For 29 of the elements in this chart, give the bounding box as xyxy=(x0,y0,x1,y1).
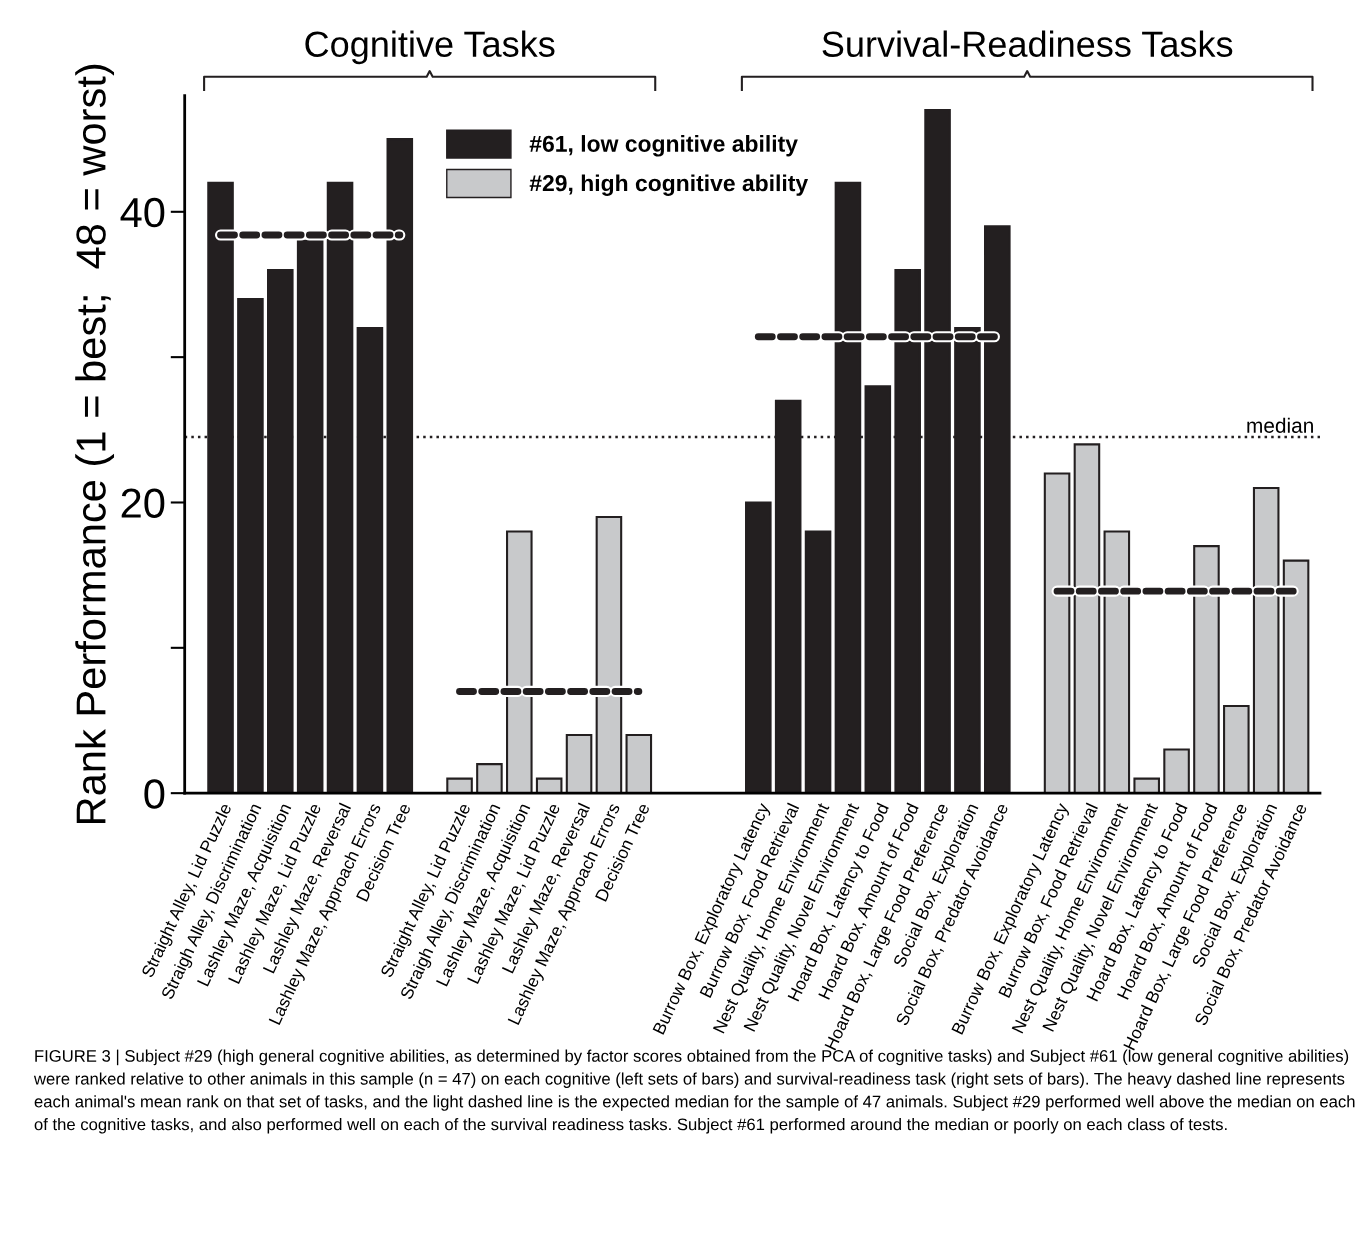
bar xyxy=(1103,530,1131,794)
bar xyxy=(476,763,503,794)
bar xyxy=(1282,559,1310,794)
legend-label: #29, high cognitive ability xyxy=(529,174,809,196)
text: Cognitive Tasks xyxy=(305,30,555,65)
ref-line-label: median xyxy=(1247,417,1313,433)
bar xyxy=(1193,545,1220,794)
caption: FIGURE 3 | Subject #29 (high general cognitive abilities, as determined by factor scores obtained from the PCA of cognitive tasks) and Subject #61 (low general cognitive abilities) were ranked relative to other animals in this sample (n = 47) on each cognitive (left sets of bars) and survival-readiness task (right sets of bars). The heavy dashed line represents each animal's mean rank on that set of tasks, and the light dashed line is the expected median for the sample of 47 animals. Subject #29 performed well above the median on each of the cognitive tasks, and also performed well on each of the survival readiness tasks. Subject #61 performed around the median or poorly on each class of tests. xyxy=(33,1049,1355,1134)
bar xyxy=(984,225,1011,794)
bar xyxy=(1252,486,1280,794)
bar xyxy=(565,733,593,794)
bar xyxy=(804,530,832,794)
bar xyxy=(1073,443,1101,794)
y-tick-label: 0 xyxy=(144,779,165,809)
bar xyxy=(1223,704,1250,794)
bar xyxy=(625,733,653,794)
bar xyxy=(1133,777,1160,794)
bar xyxy=(446,777,473,794)
bar xyxy=(745,501,772,794)
y-tick-label: 20 xyxy=(121,488,165,518)
bar xyxy=(864,385,892,794)
bar xyxy=(595,515,623,794)
text: Survival-Readiness Tasks xyxy=(822,30,1233,57)
legend-label: #61, low cognitive ability xyxy=(529,135,798,157)
bar xyxy=(1163,748,1190,794)
bar xyxy=(1043,472,1071,794)
y-tick-label: 40 xyxy=(120,197,165,228)
bar xyxy=(506,530,533,794)
y-axis-title: Rank Performance (1 = best; 48 = worst) xyxy=(75,64,115,824)
